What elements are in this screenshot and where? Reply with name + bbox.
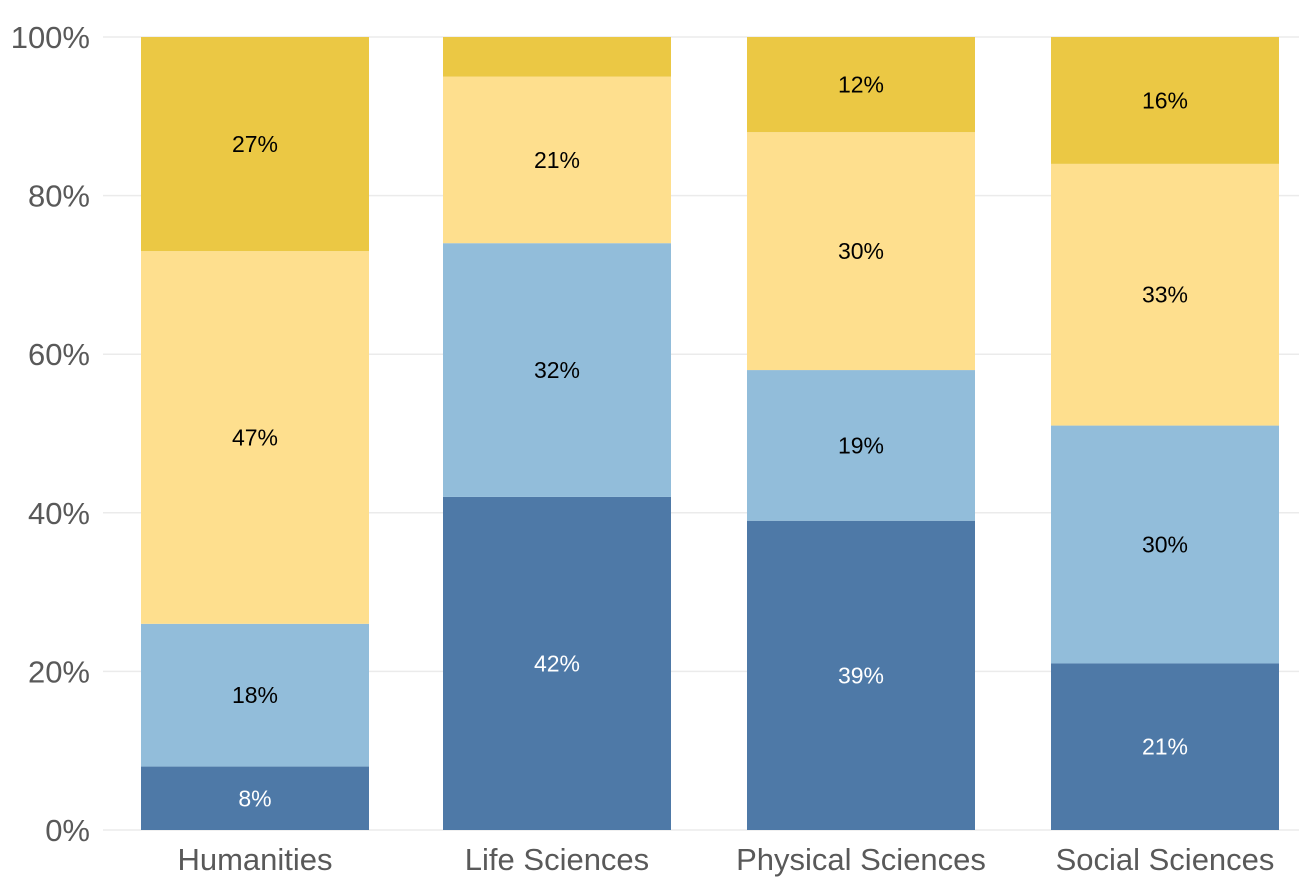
data-label: 19% (838, 432, 884, 458)
data-label: 8% (238, 785, 271, 811)
x-category-label: Humanities (177, 842, 332, 877)
bar-segment (443, 76, 671, 244)
y-tick-label: 60% (28, 337, 90, 372)
bar-segment (1051, 425, 1279, 664)
data-label: 18% (232, 682, 278, 708)
bar-segment (747, 370, 975, 521)
y-tick-label: 0% (45, 813, 90, 848)
bar-segment (1051, 37, 1279, 164)
data-label: 39% (838, 662, 884, 688)
bar-segment (141, 766, 369, 830)
data-label: 42% (534, 650, 580, 676)
x-category-label: Physical Sciences (736, 842, 986, 877)
data-label: 30% (1142, 532, 1188, 558)
segment-labels: 8% 18% 47% 27% 42% 32% 21% 39% 19% 30% 12% 21% 30% 33… (232, 72, 1188, 812)
bar-segment (747, 520, 975, 830)
data-label: 27% (232, 131, 278, 157)
data-label: 33% (1142, 282, 1188, 308)
bar-segment (443, 37, 671, 77)
y-axis-ticks: 0% 20% 40% 60% 80% 100% (11, 20, 90, 848)
bar-segment (141, 251, 369, 624)
bar-segment (443, 243, 671, 497)
bar-segment (141, 623, 369, 767)
data-label: 12% (838, 72, 884, 98)
y-tick-label: 80% (28, 179, 90, 214)
y-tick-label: 100% (11, 20, 90, 55)
data-label: 30% (838, 238, 884, 264)
bar-segment (747, 37, 975, 133)
data-label: 47% (232, 424, 278, 450)
data-label: 21% (1142, 734, 1188, 760)
bar-segment (1051, 163, 1279, 426)
data-label: 21% (534, 147, 580, 173)
data-label: 32% (534, 357, 580, 383)
bar-segment (747, 132, 975, 371)
x-category-label: Social Sciences (1056, 842, 1275, 877)
data-label: 16% (1142, 87, 1188, 113)
x-axis-categories: Humanities Life Sciences Physical Sciences… (177, 842, 1274, 877)
bars (141, 37, 1279, 830)
bar-segment (141, 37, 369, 252)
bar-segment (1051, 663, 1279, 830)
bar-segment (443, 496, 671, 830)
y-tick-label: 20% (28, 654, 90, 689)
x-category-label: Life Sciences (465, 842, 649, 877)
y-tick-label: 40% (28, 496, 90, 531)
